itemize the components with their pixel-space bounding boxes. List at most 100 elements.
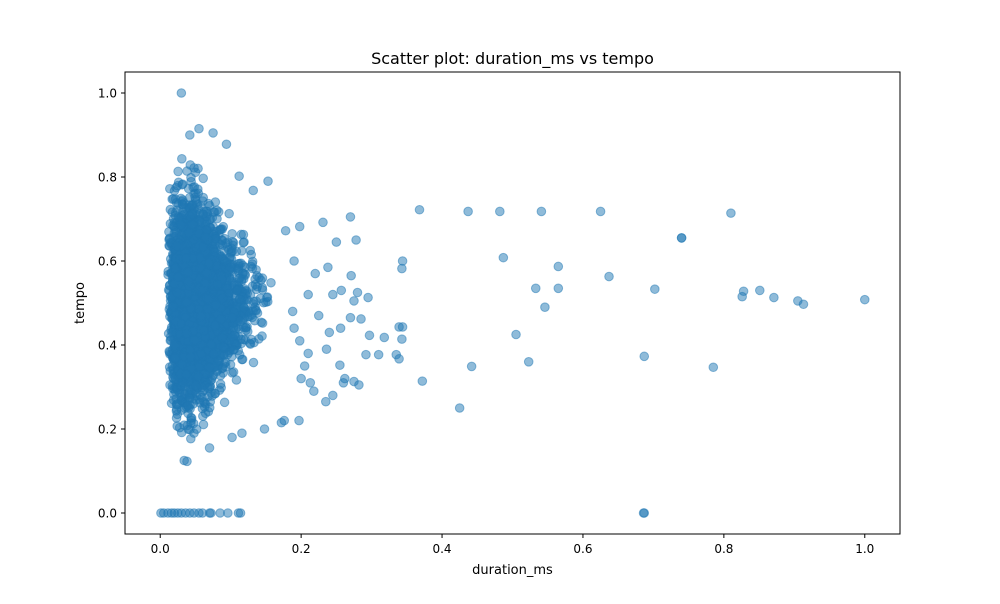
x-tick-label: 0.0 — [151, 542, 170, 556]
cluster-point — [248, 299, 258, 309]
cluster-point — [217, 332, 228, 343]
data-point — [318, 217, 328, 228]
x-tick-label: 1.0 — [855, 542, 874, 556]
cluster-point — [181, 297, 192, 308]
cluster-point — [227, 312, 238, 323]
cluster-point — [228, 345, 239, 355]
data-point — [495, 206, 505, 217]
cluster-point — [206, 339, 216, 350]
cluster-point — [169, 374, 179, 384]
cluster-point — [256, 275, 266, 286]
data-point — [328, 390, 338, 401]
cluster-point — [172, 409, 183, 420]
cluster-point — [173, 272, 183, 282]
cluster-point — [189, 335, 200, 345]
cluster-point — [177, 154, 187, 164]
cluster-point — [212, 205, 222, 216]
cluster-point — [227, 246, 238, 256]
cluster-point — [232, 285, 242, 296]
data-point — [296, 373, 306, 384]
cluster-point — [199, 325, 209, 336]
cluster-point — [171, 241, 182, 251]
data-point — [221, 139, 232, 150]
data-point — [331, 237, 342, 247]
cluster-point — [173, 166, 183, 177]
cluster-point — [225, 359, 236, 370]
cluster-point — [212, 213, 222, 224]
cluster-point — [196, 218, 207, 228]
cluster-point — [204, 362, 215, 373]
chart-title: Scatter plot: duration_ms vs tempo — [371, 49, 654, 69]
cluster-point — [198, 242, 208, 252]
y-tick-label: 0.4 — [98, 339, 117, 353]
cluster-point — [181, 253, 191, 264]
data-point — [309, 386, 319, 397]
data-point — [324, 327, 335, 338]
y-tick-label: 1.0 — [98, 87, 117, 101]
data-point — [351, 235, 361, 245]
cluster-point — [198, 173, 208, 184]
data-point — [454, 403, 465, 413]
data-point — [397, 322, 408, 332]
data-point — [323, 262, 333, 273]
data-point — [595, 206, 606, 217]
cluster-point — [202, 304, 213, 314]
data-point — [373, 349, 384, 360]
data-point — [417, 376, 428, 386]
y-tick-label: 0.8 — [98, 171, 117, 185]
cluster-point — [211, 233, 221, 244]
data-point — [639, 351, 650, 362]
data-point — [294, 221, 305, 232]
data-point — [511, 329, 521, 340]
cluster-point — [183, 276, 194, 287]
cluster-point — [189, 163, 199, 173]
cluster-point — [203, 294, 214, 305]
cluster-point — [186, 200, 197, 211]
data-point — [553, 283, 564, 294]
cluster-point — [184, 392, 195, 403]
data-point — [354, 380, 364, 390]
cluster-point — [185, 352, 196, 362]
cluster-point — [186, 433, 196, 444]
cluster-point — [169, 340, 180, 351]
cluster-point — [196, 311, 207, 322]
cluster-point — [217, 362, 228, 373]
cluster-point — [181, 328, 192, 339]
cluster-point — [235, 316, 245, 327]
cluster-point — [218, 342, 229, 352]
cluster-point — [184, 228, 194, 238]
cluster-point — [215, 379, 226, 389]
data-point — [223, 508, 233, 518]
cluster-point — [172, 287, 182, 298]
data-point — [530, 283, 541, 294]
data-point — [305, 378, 316, 388]
x-tick-label: 0.6 — [573, 542, 592, 556]
cluster-point — [266, 277, 276, 288]
data-point — [276, 417, 287, 428]
cluster-point — [227, 228, 237, 239]
data-point — [523, 357, 534, 367]
data-point — [349, 296, 359, 306]
cluster-point — [238, 229, 249, 240]
cluster-point — [233, 265, 243, 275]
data-point — [356, 314, 366, 324]
data-point — [397, 334, 407, 344]
cluster-point — [200, 278, 211, 288]
data-point — [321, 344, 332, 355]
data-point — [313, 310, 324, 321]
y-axis: 0.0 0.2 0.4 0.6 0.8 1.0 — [98, 87, 125, 521]
cluster-point — [193, 184, 203, 194]
cluster-point — [203, 257, 214, 268]
data-point — [303, 348, 313, 359]
cluster-point — [219, 397, 230, 408]
cluster-point — [210, 320, 220, 331]
cluster-point — [234, 294, 245, 305]
cluster-point — [210, 197, 221, 207]
cluster-point — [208, 349, 219, 359]
data-point — [650, 284, 660, 294]
cluster-point — [258, 297, 269, 308]
data-point — [185, 130, 195, 140]
cluster-point — [203, 391, 213, 402]
cluster-point — [168, 301, 179, 312]
